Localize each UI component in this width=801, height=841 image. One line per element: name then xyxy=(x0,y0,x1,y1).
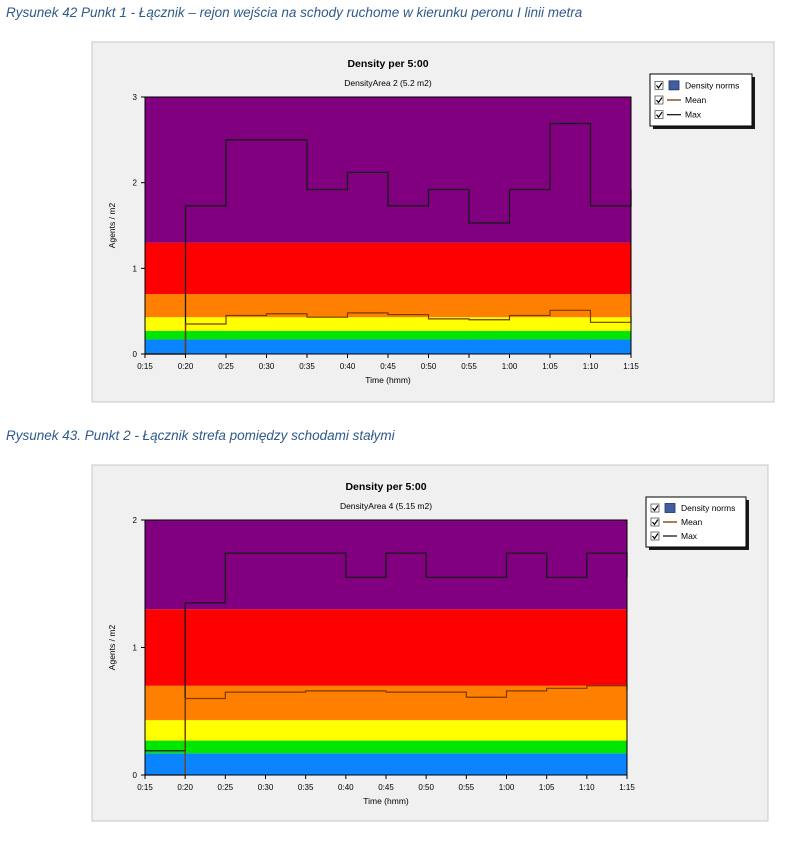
checkbox-frame[interactable] xyxy=(650,531,660,541)
legend-checkbox-density-norms[interactable] xyxy=(654,80,664,90)
chart-subtitle: DensityArea 2 (5.2 m2) xyxy=(344,78,432,88)
legend-box xyxy=(645,496,747,548)
x-tick-label: 0:35 xyxy=(298,783,314,792)
x-tick-label: 0:25 xyxy=(218,362,234,371)
legend-swatch-icon xyxy=(664,503,676,513)
y-tick-label: 3 xyxy=(133,93,138,102)
x-tick-label: 0:40 xyxy=(338,783,354,792)
x-tick-label: 1:10 xyxy=(583,362,599,371)
x-tick-label: 1:15 xyxy=(623,362,639,371)
check-icon xyxy=(656,82,663,89)
checkbox-frame[interactable] xyxy=(650,517,660,527)
x-tick-label: 0:45 xyxy=(378,783,394,792)
y-tick-label: 1 xyxy=(133,644,138,653)
legend-checkbox-mean[interactable] xyxy=(650,517,660,527)
checkbox-frame[interactable] xyxy=(654,95,664,105)
legend-label: Density norms xyxy=(685,80,739,90)
x-axis-label: Time (hmm) xyxy=(365,375,411,385)
density-band-2 xyxy=(145,317,631,331)
checkbox-frame[interactable] xyxy=(650,503,660,513)
x-tick-label: 0:30 xyxy=(258,783,274,792)
density-band-3 xyxy=(145,294,631,318)
legend-checkbox-max[interactable] xyxy=(654,110,664,120)
x-tick-label: 0:30 xyxy=(259,362,275,371)
series-line-max xyxy=(145,122,632,355)
x-tick-label: 0:50 xyxy=(421,362,437,371)
legend-label: Density norms xyxy=(681,503,735,513)
x-tick-label: 0:55 xyxy=(459,783,475,792)
x-tick-label: 0:20 xyxy=(177,783,193,792)
x-tick-label: 1:05 xyxy=(539,783,555,792)
check-icon xyxy=(656,97,663,104)
density-band-0 xyxy=(145,753,627,775)
y-tick-label: 2 xyxy=(133,516,138,525)
x-tick-label: 1:15 xyxy=(619,783,635,792)
y-tick-label: 0 xyxy=(133,350,138,359)
chart-subtitle: DensityArea 4 (5.15 m2) xyxy=(340,501,432,511)
x-tick-label: 0:15 xyxy=(137,783,153,792)
x-tick-label: 0:20 xyxy=(178,362,194,371)
series-line-max xyxy=(145,552,628,752)
legend-label: Mean xyxy=(681,517,703,527)
density-band-4 xyxy=(145,242,631,295)
x-tick-label: 1:10 xyxy=(579,783,595,792)
legend-label: Max xyxy=(685,110,702,120)
figure-caption-1: Rysunek 42 Punkt 1 - Łącznik – rejon wej… xyxy=(6,5,583,20)
check-icon xyxy=(656,111,663,119)
legend-label: Max xyxy=(681,531,698,541)
checkbox-frame[interactable] xyxy=(654,110,664,120)
x-tick-label: 0:15 xyxy=(137,362,153,371)
y-axis-label: Agents / m2 xyxy=(107,203,117,249)
density-band-2 xyxy=(145,720,627,741)
x-tick-label: 0:55 xyxy=(461,362,477,371)
y-tick-label: 0 xyxy=(133,771,138,780)
x-tick-label: 0:40 xyxy=(340,362,356,371)
legend-checkbox-density-norms[interactable] xyxy=(650,503,660,513)
y-tick-label: 2 xyxy=(133,179,138,188)
x-tick-label: 0:50 xyxy=(418,783,434,792)
checkbox-frame[interactable] xyxy=(654,80,664,90)
y-tick-label: 1 xyxy=(133,264,138,273)
legend-label: Mean xyxy=(685,95,707,105)
chart-title: Density per 5:00 xyxy=(347,58,428,70)
x-tick-label: 1:05 xyxy=(542,362,558,371)
legend-swatch-icon xyxy=(668,80,680,91)
x-tick-label: 0:35 xyxy=(299,362,315,371)
x-tick-label: 1:00 xyxy=(502,362,518,371)
legend-checkbox-mean[interactable] xyxy=(654,95,664,105)
check-icon xyxy=(652,533,659,540)
check-icon xyxy=(652,519,659,526)
series-line-mean xyxy=(145,309,632,355)
x-tick-label: 0:45 xyxy=(380,362,396,371)
x-axis-label: Time (hmm) xyxy=(363,796,409,806)
legend-checkbox-max[interactable] xyxy=(650,531,660,541)
density-band-1 xyxy=(145,330,631,340)
chart-title: Density per 5:00 xyxy=(345,481,426,493)
figure-caption-2: Rysunek 43. Punkt 2 - Łącznik strefa pom… xyxy=(6,428,395,443)
y-axis-label: Agents / m2 xyxy=(107,625,117,671)
density-band-4 xyxy=(145,609,627,686)
series-line-mean xyxy=(145,685,628,776)
density-band-1 xyxy=(145,740,627,754)
check-icon xyxy=(652,505,659,512)
x-tick-label: 1:00 xyxy=(499,783,515,792)
density-band-0 xyxy=(145,339,631,354)
x-tick-label: 0:25 xyxy=(218,783,234,792)
